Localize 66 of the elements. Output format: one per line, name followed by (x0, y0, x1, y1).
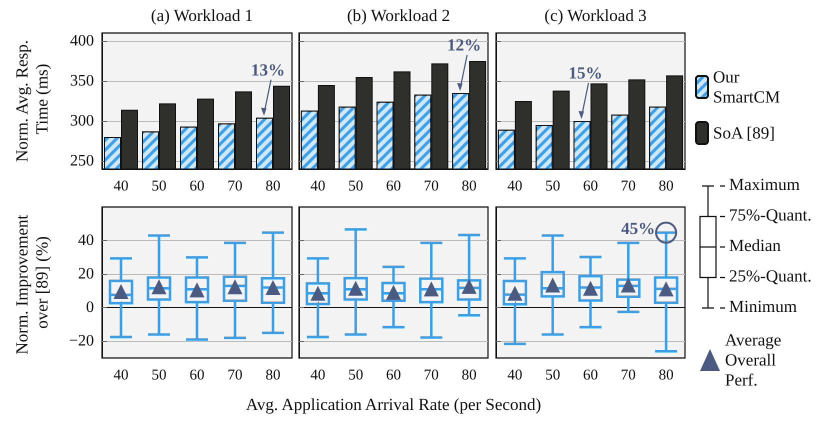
x-tick-label: 80 (658, 178, 674, 194)
x-tick-label: 70 (620, 368, 636, 384)
point (583, 280, 598, 296)
point (658, 281, 674, 296)
point (507, 286, 522, 301)
text: Median (729, 236, 782, 255)
point (386, 284, 401, 300)
text: 25%-Quant. (729, 266, 812, 286)
x-tick-label: 50 (152, 178, 166, 194)
point (310, 286, 326, 301)
point (462, 278, 477, 294)
text: Maximum (729, 175, 800, 194)
annotation: 15% (568, 64, 602, 82)
y-tick-label: 350 (70, 72, 94, 90)
y-tick-label: 250 (70, 152, 94, 170)
x-tick-label: 40 (114, 368, 128, 384)
x-tick-label: 50 (348, 178, 364, 194)
x-tick-label: 70 (620, 178, 636, 194)
point (348, 280, 364, 296)
x-tick-label: 60 (583, 178, 598, 194)
annotation: 12% (447, 36, 482, 54)
x-tick-label: 70 (228, 178, 242, 194)
y-tick-label: −20 (68, 332, 94, 350)
x-tick-label: 40 (507, 368, 522, 384)
x-tick-label: 40 (310, 178, 326, 194)
text: Minimum (729, 297, 798, 316)
x-tick-label: 80 (266, 178, 280, 194)
x-tick-label: 50 (545, 178, 560, 194)
legend-label: Average Overall Perf. (725, 330, 786, 390)
chart-title: (b) Workload 2 (346, 6, 450, 25)
x-tick-label: 40 (310, 368, 326, 384)
x-tick-label: 40 (507, 178, 522, 194)
x-tick-label: 60 (583, 368, 598, 384)
chart-title: (a) Workload 1 (150, 6, 254, 25)
x-tick-label: 60 (190, 178, 204, 194)
annotation: 45% (621, 219, 656, 238)
y-tick-label: 40 (78, 232, 94, 250)
x-tick-label: 60 (386, 178, 401, 194)
y-axis-title: Norm. Avg. Resp. Time (ms) (12, 40, 52, 162)
x-tick-label: 70 (424, 178, 439, 194)
y-tick-label: 300 (70, 112, 94, 130)
legend-label: SoA [89] (713, 124, 775, 142)
x-axis-title: Avg. Application Arrival Rate (per Second) (246, 395, 542, 414)
x-tick-label: 60 (190, 368, 204, 384)
x-tick-label: 80 (462, 368, 477, 384)
x-tick-label: 50 (545, 368, 560, 384)
annotation: 13% (251, 60, 285, 80)
x-tick-label: 40 (114, 178, 128, 194)
y-tick-label: 0 (86, 299, 94, 316)
x-tick-label: 80 (266, 368, 280, 384)
x-tick-label: 80 (462, 178, 477, 194)
y-tick-label: 400 (70, 32, 94, 50)
point (424, 281, 439, 296)
point (620, 278, 636, 293)
text: 75%-Quant. (729, 206, 812, 224)
x-tick-label: 70 (424, 368, 439, 384)
y-tick-label: 20 (78, 266, 94, 283)
x-tick-label: 50 (348, 368, 364, 384)
x-tick-label: 50 (152, 368, 166, 384)
x-tick-label: 80 (658, 368, 674, 384)
chart-title: (c) Workload 3 (544, 6, 647, 25)
legend-label: Our SmartCM (713, 68, 780, 106)
point (545, 278, 560, 293)
y-axis-title: Norm. Improvement over [89] (%) (12, 210, 52, 354)
x-tick-label: 70 (228, 368, 242, 384)
x-tick-label: 60 (386, 368, 401, 384)
